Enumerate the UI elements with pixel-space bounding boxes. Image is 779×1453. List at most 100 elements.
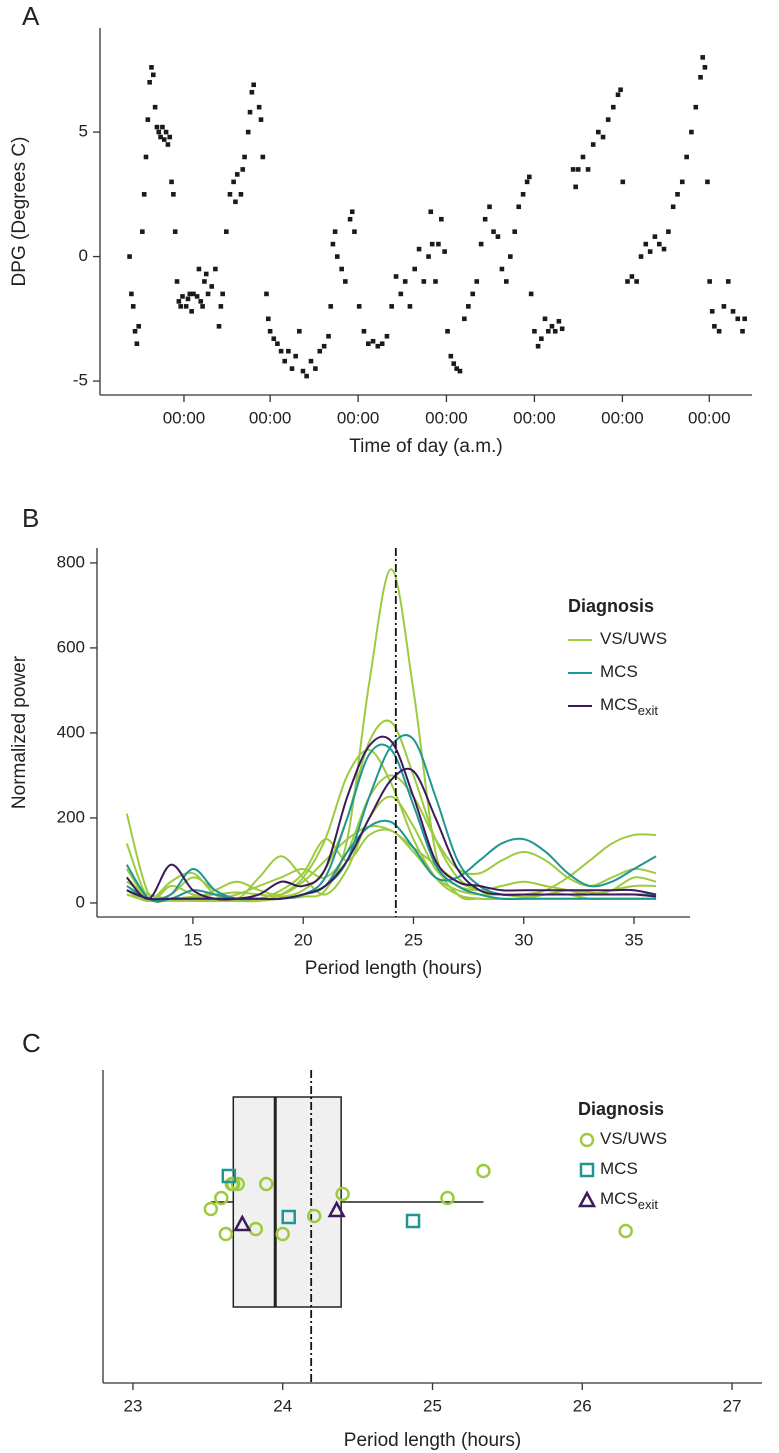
point <box>176 299 182 304</box>
point <box>504 279 509 284</box>
point <box>542 316 548 322</box>
point <box>191 291 196 297</box>
point <box>150 72 156 78</box>
point <box>145 117 151 122</box>
point <box>343 279 348 284</box>
point <box>167 134 173 140</box>
point <box>451 361 457 366</box>
point <box>218 1226 234 1242</box>
legend-subscript: exit <box>638 1197 659 1212</box>
point <box>700 55 706 60</box>
point <box>684 154 689 160</box>
point <box>725 279 731 284</box>
point <box>482 216 488 222</box>
y-tick-label: 0 <box>79 246 88 265</box>
point <box>160 124 165 130</box>
legend-title: Diagnosis <box>568 596 654 616</box>
point <box>495 234 501 239</box>
point <box>213 266 218 272</box>
point <box>205 291 211 297</box>
point <box>445 328 450 334</box>
point <box>625 279 630 284</box>
point <box>178 304 183 309</box>
point <box>242 154 247 160</box>
point <box>328 304 334 309</box>
point <box>154 124 160 130</box>
point <box>172 229 178 234</box>
point <box>436 241 441 247</box>
point <box>487 204 492 210</box>
point <box>174 279 180 284</box>
legend-label: MCS <box>600 662 638 681</box>
point <box>240 167 246 172</box>
point <box>366 341 371 347</box>
point <box>282 358 288 364</box>
point <box>416 246 422 252</box>
point <box>643 241 649 247</box>
point <box>238 192 244 197</box>
point <box>707 279 712 284</box>
point <box>129 291 134 297</box>
curve <box>126 767 657 901</box>
point <box>693 104 699 110</box>
point <box>169 179 174 185</box>
y-tick-label: 400 <box>57 722 85 741</box>
point <box>141 192 147 197</box>
point <box>670 204 676 210</box>
x-tick-label: 00:00 <box>249 408 292 427</box>
point <box>143 154 149 160</box>
point <box>379 341 385 347</box>
x-tick-label: 00:00 <box>425 408 468 427</box>
point <box>147 79 152 85</box>
point <box>439 216 444 222</box>
point <box>466 304 471 309</box>
point <box>508 254 513 259</box>
point <box>134 341 140 347</box>
point <box>375 343 381 349</box>
point <box>370 338 376 344</box>
point <box>478 241 484 247</box>
curve <box>126 735 657 901</box>
point <box>499 266 505 272</box>
point <box>313 366 318 371</box>
x-tick-label: 27 <box>723 1396 742 1415</box>
x-tick-label: 00:00 <box>688 408 731 427</box>
legend-name: MCS <box>600 662 638 681</box>
point <box>675 192 680 197</box>
x-tick-label: 25 <box>423 1396 442 1415</box>
point <box>165 142 171 147</box>
point <box>520 192 526 197</box>
point <box>335 1186 350 1202</box>
point <box>742 316 747 322</box>
legend-label: MCSexit <box>600 1189 658 1212</box>
point <box>524 179 530 185</box>
point <box>647 249 653 254</box>
legend-marker <box>579 1162 595 1178</box>
point <box>600 134 606 140</box>
point <box>196 266 202 272</box>
point <box>317 348 323 354</box>
point <box>330 241 336 247</box>
point <box>349 209 355 215</box>
x-tick-label: 00:00 <box>601 408 644 427</box>
curve <box>126 819 657 901</box>
point <box>265 316 271 322</box>
point <box>442 249 447 254</box>
point <box>202 279 207 284</box>
legend-marker <box>577 1190 597 1208</box>
x-axis-label: Period length (hours) <box>344 1430 521 1451</box>
point <box>332 229 338 234</box>
y-axis-label: DPG (Degrees C) <box>9 137 30 287</box>
point <box>356 304 362 309</box>
point <box>152 104 158 110</box>
y-tick-label: -5 <box>73 371 88 390</box>
point <box>214 1190 229 1206</box>
point <box>407 304 413 309</box>
point <box>545 328 551 334</box>
box <box>232 1096 342 1308</box>
point <box>638 254 644 259</box>
point <box>209 284 215 289</box>
x-tick-label: 15 <box>183 930 202 949</box>
point <box>476 1163 491 1179</box>
legend-label: VS/UWS <box>600 1129 667 1148</box>
